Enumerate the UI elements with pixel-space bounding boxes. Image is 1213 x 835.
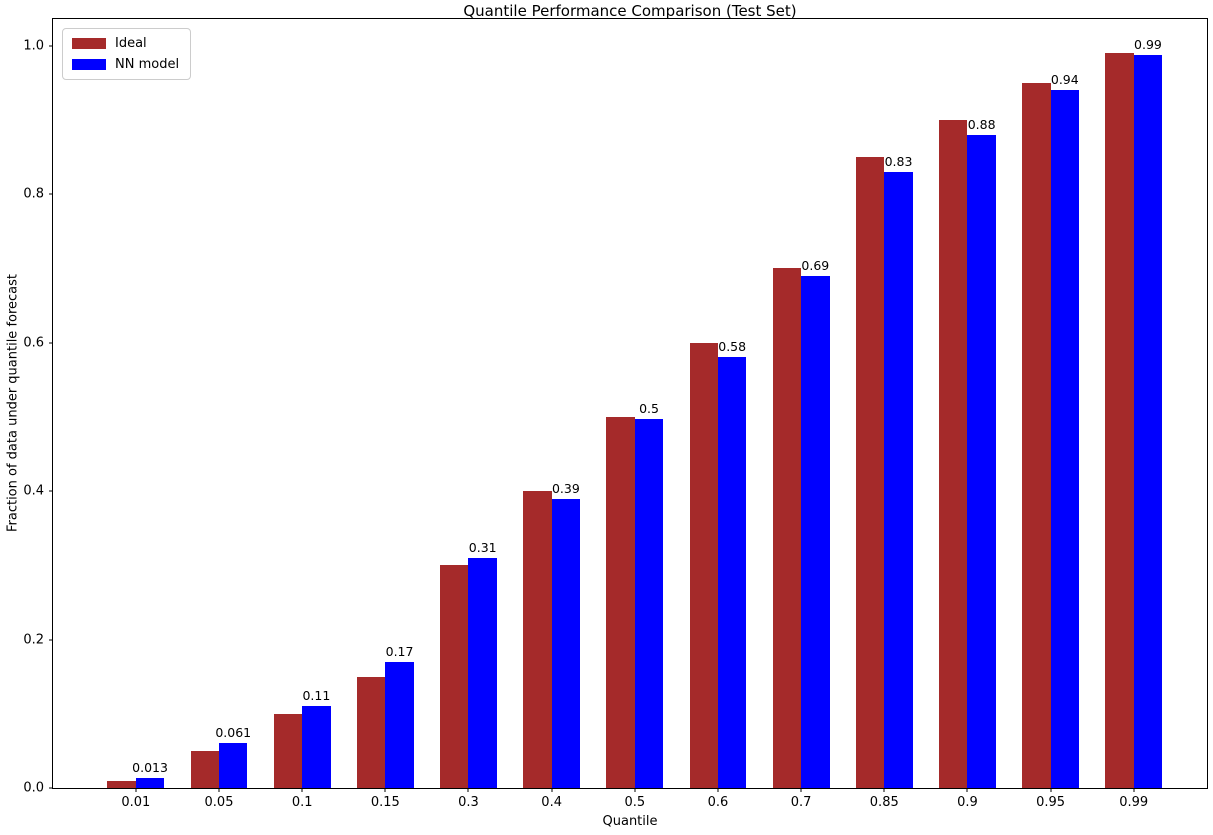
- legend-row-nn-model: NN model: [72, 57, 179, 72]
- y-axis-tick: [49, 787, 53, 789]
- bar-ideal: [855, 157, 885, 788]
- bar-ideal: [107, 780, 136, 788]
- bar-ideal: [190, 750, 219, 788]
- bar-ideal: [938, 119, 968, 788]
- bar-value-label: 0.17: [385, 643, 414, 659]
- bar-nn-model: [1050, 90, 1080, 788]
- legend-swatch-nn-model: [72, 59, 106, 70]
- bar-ideal: [606, 416, 635, 788]
- legend: Ideal NN model: [62, 28, 192, 80]
- x-axis-tick-label: 0.15: [370, 795, 400, 810]
- bar-nn-model: [385, 661, 414, 788]
- x-axis-tick-label: 0.85: [869, 795, 899, 810]
- y-axis-tick-label: 0.0: [23, 780, 44, 796]
- y-axis-tick: [49, 490, 53, 492]
- bar-ideal: [523, 491, 552, 788]
- bar-nn-model: [967, 134, 996, 788]
- y-axis-tick: [49, 193, 53, 195]
- bar-ideal: [356, 676, 386, 788]
- x-axis-tick: [135, 788, 137, 792]
- bar-value-label: 0.31: [468, 539, 497, 555]
- x-axis-tick: [1133, 788, 1135, 792]
- x-axis-tick: [800, 788, 802, 792]
- plot-area: Ideal NN model 0.013 0.01 0.061 0.05 0.11 0.1…: [23, 18, 1208, 810]
- y-axis-tick-label: 0.8: [23, 186, 44, 202]
- chart-title: Quantile Performance Comparison (Test Se…: [463, 2, 797, 20]
- y-axis-label: Fraction of data under quantile forecast: [5, 273, 21, 533]
- x-axis-label: Quantile: [602, 814, 658, 829]
- x-axis-tick-label: 0.1: [291, 795, 313, 810]
- bar-ideal: [1022, 82, 1051, 788]
- y-axis-tick-label: 1.0: [23, 38, 44, 54]
- y-axis-tick: [49, 639, 53, 641]
- x-axis-tick: [218, 788, 220, 792]
- bar-value-label: 0.013: [132, 760, 168, 776]
- x-axis-tick-label: 0.7: [790, 795, 812, 810]
- x-axis-tick: [634, 788, 636, 792]
- bar-nn-model: [302, 706, 331, 788]
- x-axis-tick-label: 0.6: [707, 795, 729, 810]
- x-axis-tick: [1050, 788, 1052, 792]
- x-axis-tick: [551, 788, 553, 792]
- x-axis-tick-label: 0.9: [957, 795, 978, 810]
- x-axis-tick: [717, 788, 719, 792]
- x-axis-tick-label: 0.95: [1036, 795, 1066, 810]
- bar-nn-model: [634, 419, 664, 788]
- bar-value-label: 0.88: [967, 116, 996, 132]
- bar-nn-model: [551, 498, 581, 788]
- x-axis-tick-label: 0.01: [121, 795, 151, 810]
- x-axis-tick-label: 0.99: [1119, 795, 1149, 810]
- x-axis-tick: [883, 788, 885, 792]
- x-axis-tick-label: 0.05: [204, 795, 234, 810]
- bar-ideal: [689, 342, 718, 788]
- x-axis-tick: [301, 788, 303, 792]
- bar-value-label: 0.39: [551, 480, 580, 496]
- bar-value-label: 0.83: [884, 153, 913, 169]
- x-axis-tick: [384, 788, 386, 792]
- bar-value-label: 0.061: [215, 724, 252, 740]
- x-axis-tick: [966, 788, 968, 792]
- bar-ideal: [772, 268, 802, 788]
- y-axis-tick-label: 0.2: [23, 632, 44, 648]
- y-axis-tick: [49, 342, 53, 344]
- bar-value-label: 0.69: [801, 257, 830, 273]
- bar-nn-model: [468, 557, 497, 788]
- y-axis-tick: [49, 45, 53, 47]
- legend-row-ideal: Ideal: [72, 36, 179, 51]
- bar-value-label: 0.11: [302, 688, 331, 704]
- x-axis-tick-label: 0.4: [541, 795, 562, 810]
- x-axis-tick-label: 0.5: [624, 795, 646, 810]
- bar-nn-model: [219, 742, 248, 788]
- y-axis-tick-label: 0.4: [23, 483, 44, 499]
- bar-value-label: 0.94: [1050, 72, 1079, 88]
- legend-label-nn-model: NN model: [115, 57, 180, 72]
- x-axis-tick-label: 0.3: [458, 795, 479, 810]
- bar-nn-model: [884, 171, 913, 788]
- bar-ideal: [273, 713, 303, 788]
- bar-ideal: [440, 565, 469, 788]
- y-axis-tick-label: 0.6: [23, 335, 44, 351]
- legend-label-ideal: Ideal: [115, 36, 147, 51]
- bar-ideal: [1105, 53, 1134, 788]
- bar-nn-model: [135, 778, 165, 788]
- x-axis-tick: [467, 788, 469, 792]
- bar-value-label: 0.99: [1134, 37, 1162, 53]
- bar-nn-model: [717, 357, 747, 788]
- legend-swatch-ideal: [72, 38, 106, 49]
- bar-value-label: 0.58: [718, 339, 747, 355]
- bar-nn-model: [1133, 55, 1163, 788]
- bar-nn-model: [801, 275, 830, 788]
- bar-value-label: 0.5: [639, 401, 659, 417]
